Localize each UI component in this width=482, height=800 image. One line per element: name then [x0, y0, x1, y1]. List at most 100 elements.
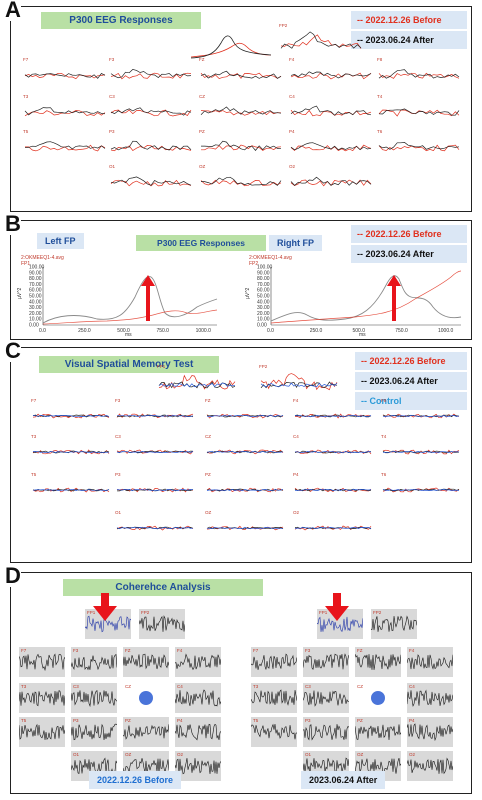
c-electrode-f3-label: F3 — [115, 398, 121, 403]
coh-after-center-dot — [371, 691, 385, 705]
coh-before-tile-label: OZ — [125, 752, 132, 757]
c-electrode-p4-control-line — [294, 488, 372, 492]
right-fp-plot: 2:OKMEEQ1-4.avg FP2 µV^2 100.0090.0080.0… — [245, 255, 462, 338]
panel-c-legend-before: -- 2022.12.26 Before — [355, 352, 467, 370]
a-electrode-f4-label: F4 — [289, 57, 295, 62]
c-electrode-p3-before-line — [116, 487, 193, 493]
x-tick-label: 0.0 — [267, 328, 274, 334]
x-tick-label: 0.0 — [39, 328, 46, 334]
c-electrode-pz-control-line — [206, 488, 284, 492]
a-electrode-cz-trace — [200, 106, 282, 116]
c-electrode-c4-trace — [294, 449, 372, 455]
coh-after-tile-label: C3 — [305, 684, 311, 689]
coh-before-tile-label: F4 — [177, 648, 183, 653]
c-electrode-p3-label: P3 — [115, 472, 121, 477]
y-tick-label: 10.00 — [29, 317, 42, 323]
coh-before-tile-label: PZ — [125, 718, 131, 723]
coh-before-tile-trace — [123, 724, 169, 740]
c-electrode-t3-control-line — [32, 450, 110, 454]
coh-before-tile-label: O2 — [177, 752, 184, 757]
c-electrode-c3-trace — [116, 449, 194, 455]
coh-before-tile-f7: F7 — [19, 647, 65, 677]
a-electrode-t3-after-line — [24, 107, 106, 116]
coh-after-tile-label: FP2 — [373, 610, 382, 615]
panel-a-letter: A — [5, 0, 21, 22]
a-electrode-c4-after-line — [290, 105, 372, 116]
coh-before-tile-trace — [175, 653, 221, 671]
coh-after-tile-trace — [303, 757, 349, 775]
a-electrode-o2-trace — [290, 176, 372, 187]
c-electrode-t5-trace — [32, 487, 110, 493]
a-electrode-f4-after-line — [290, 71, 372, 79]
left-plot-channel: FP1 — [21, 261, 30, 267]
coh-before-tile-trace — [19, 723, 65, 741]
c-electrode-fp2-after-line — [260, 381, 338, 389]
coh-before-tile-trace — [123, 653, 169, 670]
coh-after-tile-label: C4 — [409, 684, 415, 689]
c-electrode-pz-trace — [206, 487, 284, 493]
coh-after-tile-trace — [407, 757, 453, 775]
y-tick-label: 10.00 — [257, 317, 270, 323]
c-electrode-fz-trace — [206, 413, 284, 419]
c-electrode-p3-trace — [116, 487, 194, 493]
right-plot-xlabel: ms — [359, 332, 366, 338]
c-electrode-f8-trace — [382, 413, 460, 419]
right-plot-header: 2:OKMEEQ1-4.avg — [249, 255, 292, 261]
coh-after-tile-trace — [371, 615, 417, 632]
a-electrode-fz-after-line — [200, 70, 282, 79]
c-electrode-f4-control-line — [294, 414, 372, 417]
left-fp-plot: 2:OKMEEQ1-4.avg FP1 µV^2 100.0090.0080.0… — [17, 255, 218, 338]
a-electrode-t5-before-line — [25, 144, 106, 152]
panel-c-legend-control: -- Control — [355, 392, 467, 410]
a-electrode-p3-label: P3 — [109, 129, 115, 134]
a-electrode-f7-label: F7 — [23, 57, 29, 62]
panel-a-legend-before: -- 2022.12.26 Before — [351, 11, 467, 29]
y-tick-label: 90.00 — [257, 270, 270, 276]
c-electrode-fp2-label: FP2 — [259, 364, 268, 369]
c-electrode-fp1-before-line — [158, 374, 236, 390]
coherence-before-label: 2022.12.26 Before — [89, 771, 182, 789]
a-electrode-c4-trace — [290, 105, 372, 117]
a-electrode-t5-label: T5 — [23, 129, 29, 134]
c-electrode-c4-control-line — [295, 450, 372, 454]
panel-c-title: Visual Spatial Memory Test — [39, 356, 219, 373]
y-tick-label: 20.00 — [29, 311, 42, 317]
x-tick-label: 750.0 — [395, 328, 408, 334]
a-electrode-pz-after-line — [201, 140, 282, 151]
x-tick-label: 1000.0 — [438, 328, 454, 334]
c-electrode-t3-label: T3 — [31, 434, 37, 439]
coh-after-tile-trace — [407, 723, 453, 742]
coh-after-tile-label: FZ — [357, 648, 363, 653]
a-electrode-f3-label: F3 — [109, 57, 115, 62]
coh-before-tile-label: T3 — [21, 684, 27, 689]
c-electrode-t4-trace — [382, 449, 460, 455]
c-electrode-t6-after-line — [382, 488, 460, 492]
coh-before-tile-label: O1 — [73, 752, 80, 757]
a-electrode-fz-label: FZ — [199, 57, 205, 62]
a-electrode-t6-trace — [378, 142, 460, 152]
c-electrode-cz-before-line — [206, 449, 284, 455]
a-electrode-p3-after-line — [110, 140, 192, 151]
c-electrode-c4-label: C4 — [293, 434, 299, 439]
a-electrode-f8-trace — [378, 69, 460, 79]
a-electrode-p4-after-line — [290, 142, 372, 151]
c-electrode-t4-label: T4 — [381, 434, 387, 439]
panel-b-title: P300 EEG Responses — [136, 235, 266, 251]
a-electrode-pz-before-line — [201, 144, 282, 151]
x-tick-label: 1000.0 — [196, 328, 212, 334]
panel-a: A P300 EEG Responses -- 2022.12.26 Befor… — [5, 0, 472, 212]
c-electrode-f8-before-line — [382, 413, 460, 419]
coh-after-tile-trace — [317, 616, 363, 633]
coh-after-tile-label: P3 — [305, 718, 311, 723]
a-electrode-f8-label: F8 — [377, 57, 383, 62]
a-electrode-p4-label: P4 — [289, 129, 295, 134]
c-electrode-cz-trace — [206, 449, 284, 455]
a-electrode-t6-after-line — [378, 142, 460, 150]
coh-after-tile-t3: T3 — [251, 683, 297, 713]
c-electrode-fp2-before-line — [260, 373, 338, 391]
coh-before-tile-p3: P3 — [71, 717, 117, 747]
a-electrode-o1-label: O1 — [109, 164, 116, 169]
c-electrode-t3-trace — [32, 449, 110, 455]
a-electrode-f8-after-line — [378, 69, 460, 79]
panel-a-legend-after: -- 2023.06.24 After — [351, 31, 467, 49]
